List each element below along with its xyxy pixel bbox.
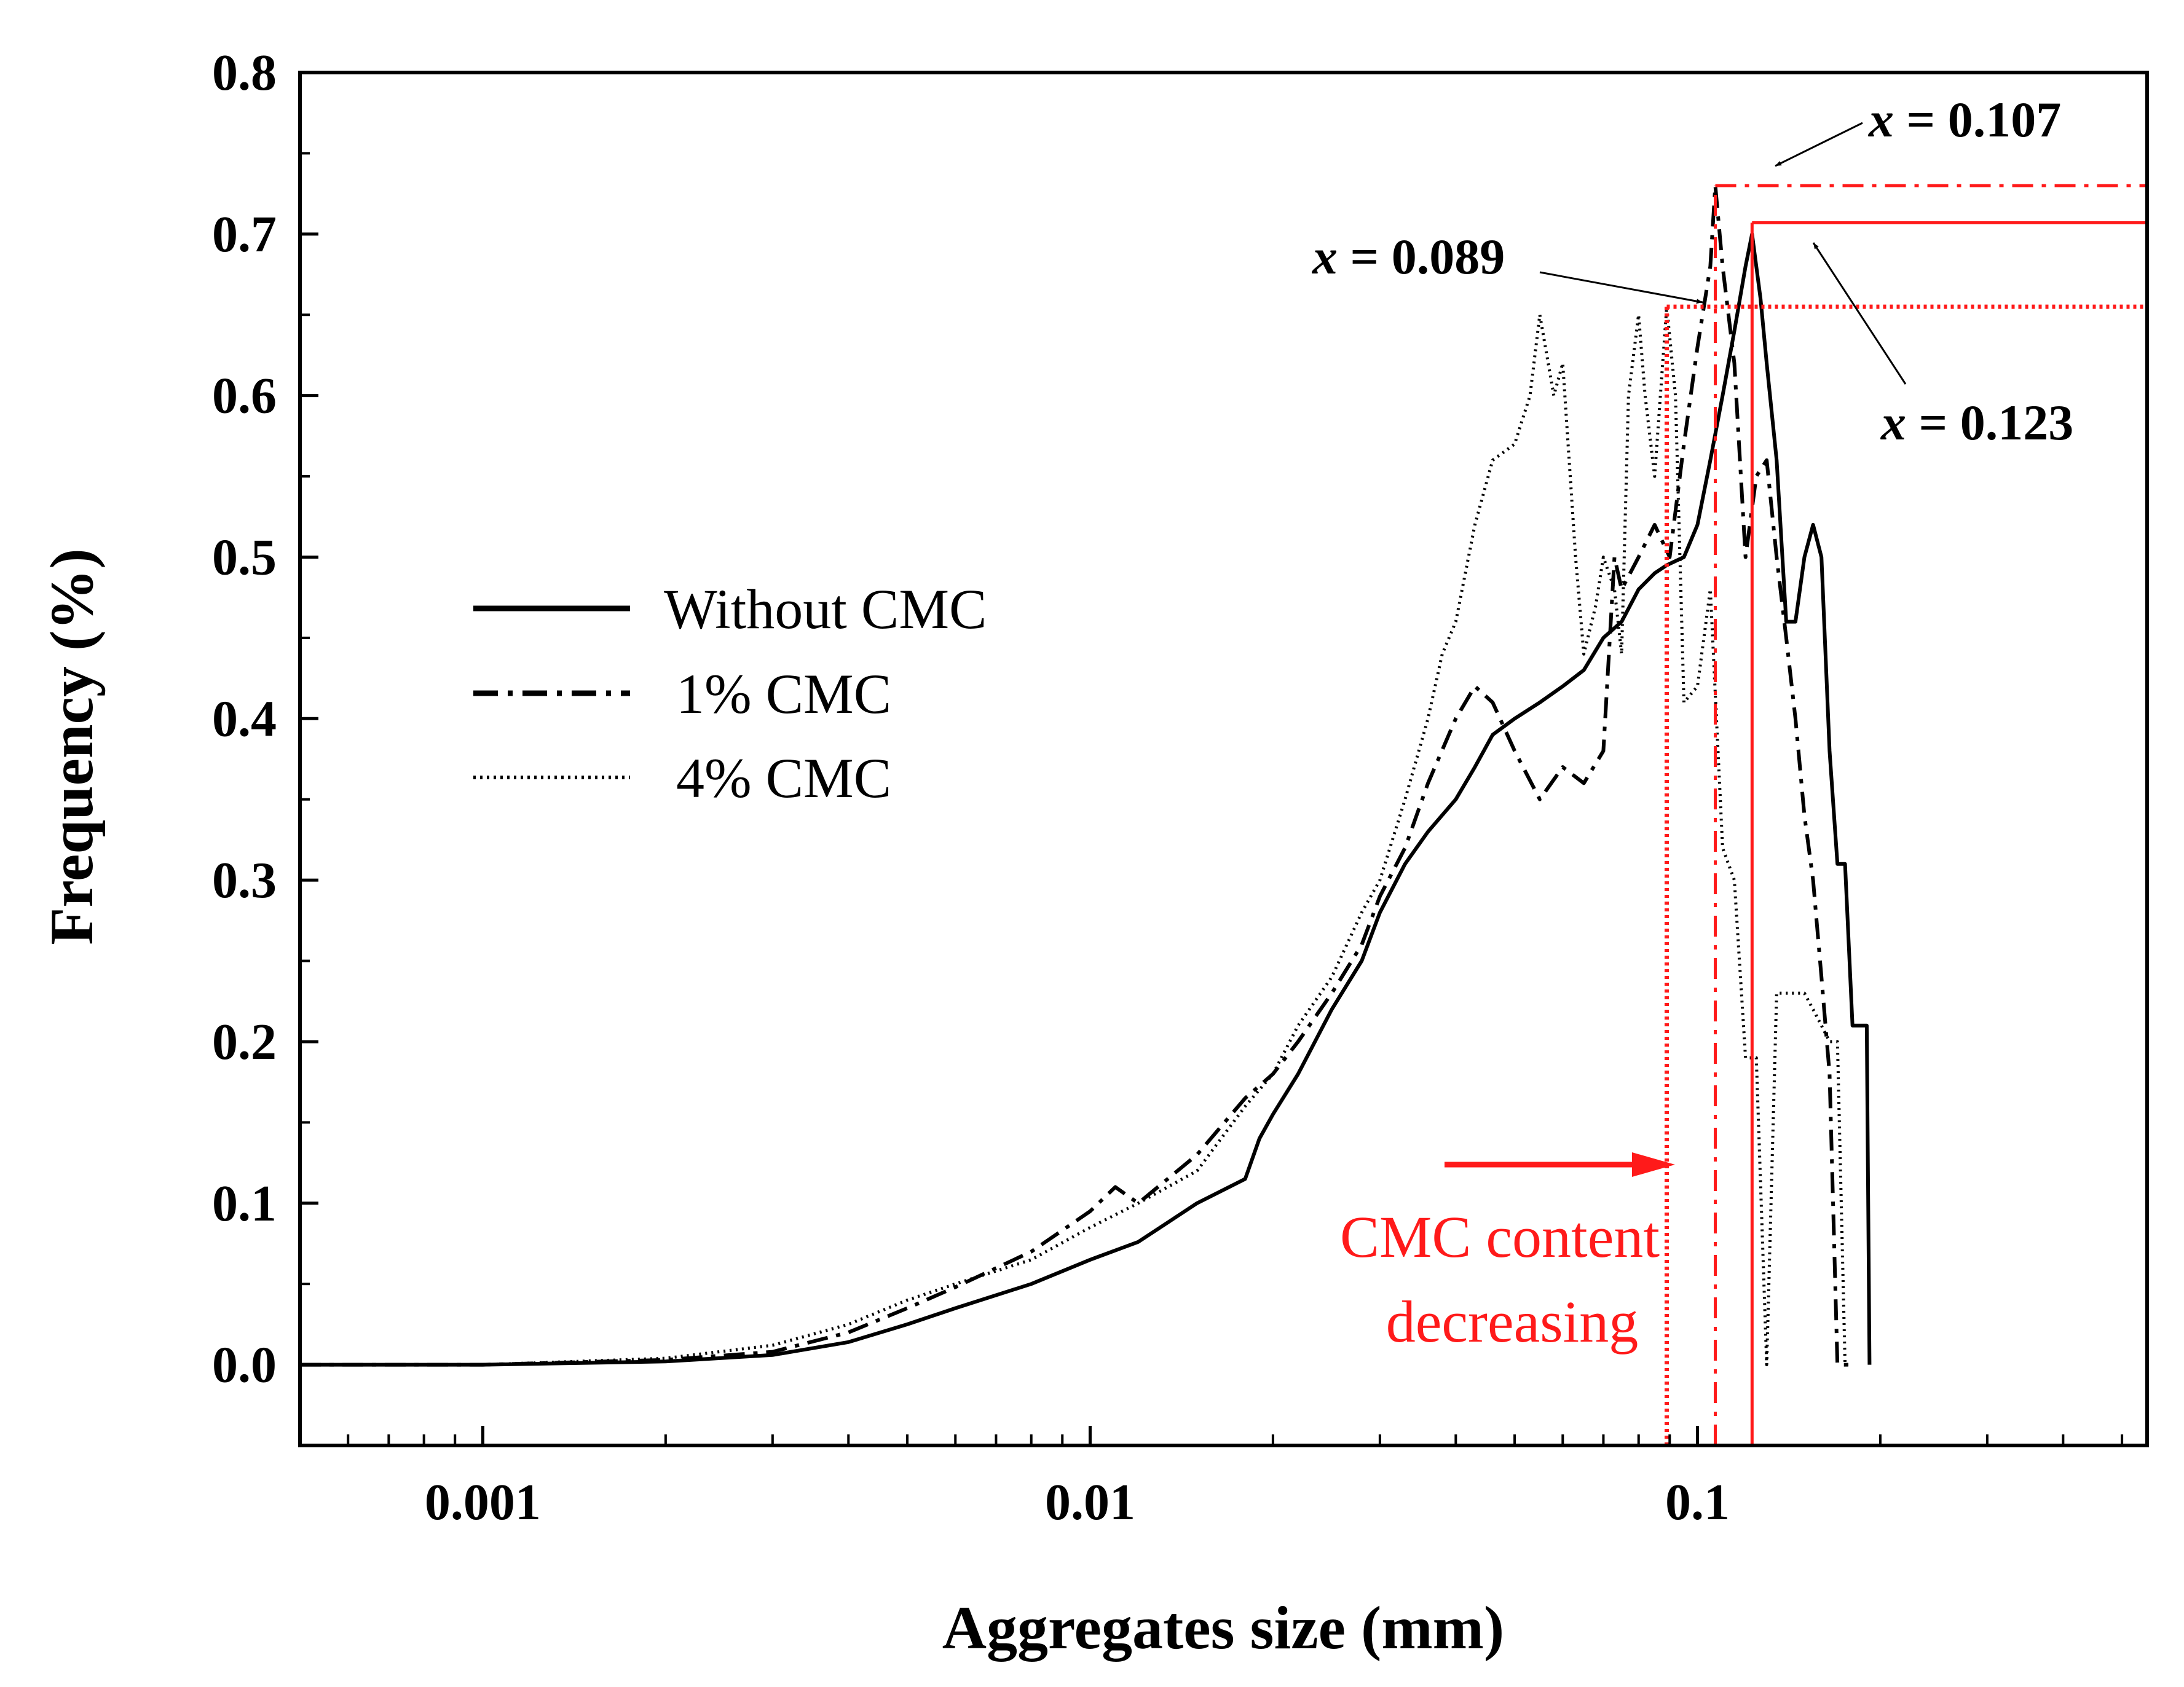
plot-frame	[298, 71, 2149, 1447]
y-tick-label: 0.5	[212, 529, 277, 586]
annotation-x-0089: x = 0.089	[1312, 229, 1505, 285]
legend-label-1pct-cmc: 1% CMC	[676, 663, 891, 725]
annotation-x-0107-value: = 0.107	[1894, 92, 2061, 147]
annotation-x-0123: x = 0.123	[1880, 395, 2073, 450]
series-line-1-cmc	[300, 184, 1853, 1367]
legend-label-without-cmc: Without CMC	[664, 578, 987, 640]
annotation-x-0089-value: = 0.089	[1338, 229, 1505, 285]
cmc-decreasing-arrowhead	[1632, 1152, 1675, 1177]
annotation-arrow-0089	[1539, 271, 1703, 304]
annotation-x-0107: x = 0.107	[1868, 92, 2061, 147]
y-tick-label: 0.0	[212, 1337, 277, 1394]
series-line-without-cmc	[300, 232, 1872, 1367]
annotation-x-0123-value: = 0.123	[1906, 395, 2073, 450]
y-tick-label: 0.7	[212, 206, 277, 263]
x-axis-title: Aggregates size (mm)	[942, 1594, 1504, 1662]
y-tick-label: 0.3	[212, 852, 277, 909]
annotation-arrow-0107	[1775, 122, 1863, 167]
y-axis-title: Frequency (%)	[37, 548, 106, 945]
y-tick-label: 0.6	[212, 368, 277, 425]
y-tick-label: 0.8	[212, 44, 277, 101]
series-line-4-cmc	[300, 305, 1853, 1367]
y-tick-label: 0.2	[212, 1013, 277, 1071]
y-tick-label: 0.1	[212, 1175, 277, 1232]
annotation-arrow-0123	[1812, 242, 1907, 385]
legend: Without CMC 1% CMC 4% CMC	[473, 578, 987, 809]
x-tick-label: 0.1	[1665, 1474, 1730, 1531]
x-tick-label: 0.001	[425, 1474, 541, 1531]
legend-label-4pct-cmc: 4% CMC	[676, 747, 891, 809]
x-tick-label: 0.01	[1045, 1474, 1135, 1531]
y-tick-label: 0.4	[212, 690, 277, 747]
cmc-content-text: CMC content	[1340, 1204, 1660, 1270]
decreasing-text: decreasing	[1386, 1289, 1638, 1355]
